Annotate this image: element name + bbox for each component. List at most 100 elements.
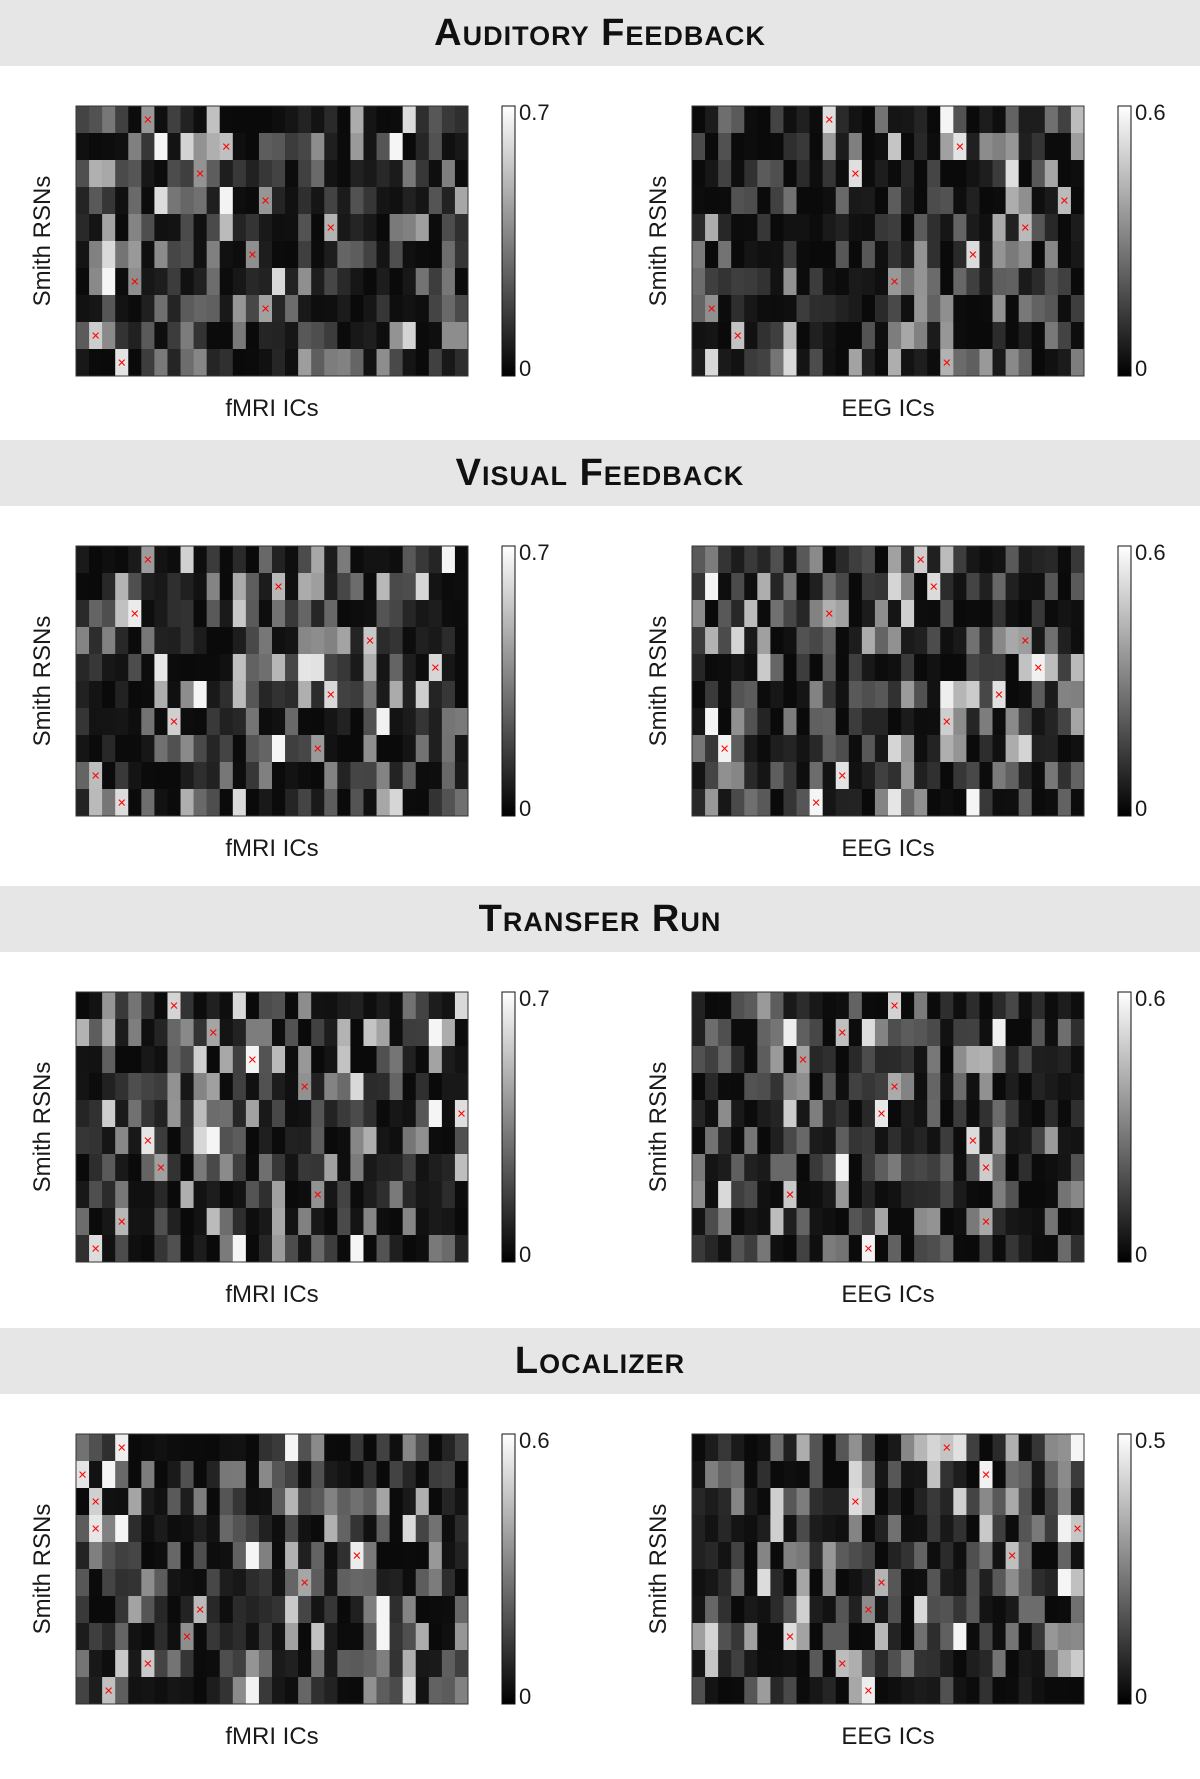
heatmap-cell <box>1070 600 1085 628</box>
heatmap-cell <box>1018 627 1033 655</box>
heatmap-cell <box>102 1100 116 1128</box>
heatmap-cell <box>966 708 980 736</box>
heatmap-cell <box>953 1515 967 1543</box>
heatmap-cell <box>822 1181 837 1209</box>
heatmap-cell <box>258 681 273 709</box>
heatmap-cell <box>102 349 116 377</box>
heatmap-cell <box>1018 735 1033 763</box>
heatmap-cell <box>245 1154 260 1182</box>
heatmap-cell <box>692 1623 706 1651</box>
heatmap-cell <box>770 573 784 601</box>
heatmap-cell <box>102 1569 116 1597</box>
heatmap-cell <box>154 187 168 215</box>
heatmap-cell <box>744 1650 758 1678</box>
heatmap-cell <box>783 295 797 323</box>
heatmap-cell <box>796 1073 810 1101</box>
heatmap-cell <box>128 1434 142 1462</box>
heatmap-cell <box>245 1235 260 1263</box>
heatmap-cell <box>428 789 443 817</box>
heatmap-cell <box>1070 762 1085 790</box>
heatmap-cell <box>324 762 338 790</box>
heatmap-cell <box>874 1650 889 1678</box>
heatmap-cell <box>141 160 155 188</box>
heatmap-cell <box>940 106 954 134</box>
colorbar-min-label: 0 <box>519 1242 531 1267</box>
heatmap-cell <box>1057 1569 1072 1597</box>
heatmap-cell <box>705 735 719 763</box>
heatmap-cell <box>822 1623 837 1651</box>
heatmap-cell <box>219 708 234 736</box>
heatmap-cell <box>718 1650 732 1678</box>
heatmap-cell <box>979 735 993 763</box>
heatmap-panel: × × × × × × × × × × 0.7 0 fMRI ICs Smith RSNs <box>20 76 560 451</box>
heatmap-cell <box>1005 106 1019 134</box>
heatmap-cell <box>901 1235 915 1263</box>
heatmap-cell <box>232 349 247 377</box>
heatmap-cell <box>1070 322 1085 350</box>
heatmap-cell <box>692 546 706 574</box>
heatmap-cell <box>298 1488 312 1516</box>
heatmap-cell <box>979 1461 993 1489</box>
heatmap-cell <box>193 1650 207 1678</box>
heatmap-cell <box>363 1208 377 1236</box>
heatmap-cell <box>298 295 312 323</box>
heatmap-cell <box>206 1100 221 1128</box>
heatmap-cell <box>206 735 221 763</box>
heatmap-cell <box>272 1154 286 1182</box>
heatmap-cell <box>89 789 103 817</box>
heatmap-cell <box>874 106 889 134</box>
heatmap-cell <box>402 600 417 628</box>
heatmap-cell <box>783 1569 797 1597</box>
heatmap-cell <box>115 1623 129 1651</box>
match-marker: × <box>799 1052 808 1069</box>
heatmap-cell <box>337 214 351 242</box>
heatmap-cell <box>324 1677 338 1705</box>
heatmap-cell <box>809 654 823 682</box>
heatmap-cell <box>272 1650 286 1678</box>
heatmap-cell <box>232 1019 247 1047</box>
heatmap-cell <box>770 654 784 682</box>
heatmap-cell <box>1057 1181 1072 1209</box>
heatmap-cell <box>389 1100 403 1128</box>
heatmap-cell <box>337 992 351 1020</box>
heatmap-cell <box>337 1650 351 1678</box>
match-marker: × <box>117 355 126 372</box>
heatmap-cell <box>154 573 168 601</box>
heatmap-cell <box>1070 1677 1085 1705</box>
heatmap-cell <box>285 992 299 1020</box>
heatmap-cell <box>901 654 915 682</box>
heatmap-cell <box>809 1569 823 1597</box>
heatmap-cell <box>796 681 810 709</box>
heatmap-cell <box>102 627 116 655</box>
x-axis-label: EEG ICs <box>841 835 934 862</box>
heatmap-cell <box>324 241 338 269</box>
heatmap-cell <box>848 1181 863 1209</box>
heatmap-cell <box>415 735 430 763</box>
heatmap-cell <box>757 349 771 377</box>
heatmap-cell <box>232 1515 247 1543</box>
heatmap-cell <box>350 1073 364 1101</box>
heatmap-cell <box>402 708 417 736</box>
heatmap-cell <box>389 106 403 134</box>
heatmap-cell <box>363 546 377 574</box>
heatmap-cell <box>128 349 142 377</box>
heatmap-cell <box>89 1569 103 1597</box>
heatmap-cell <box>874 1569 889 1597</box>
heatmap-cell <box>219 1235 234 1263</box>
heatmap-cell <box>770 1488 784 1516</box>
heatmap-cell <box>718 1127 732 1155</box>
heatmap-cell <box>1057 1073 1072 1101</box>
y-axis-label: Smith RSNs <box>29 1504 56 1635</box>
heatmap-cell <box>219 681 234 709</box>
heatmap-cell <box>376 708 390 736</box>
heatmap-cell <box>402 241 417 269</box>
heatmap-cell <box>389 1073 403 1101</box>
heatmap-cell <box>914 1181 928 1209</box>
heatmap-cell <box>428 268 443 296</box>
heatmap-cell <box>285 735 299 763</box>
heatmap-cell <box>102 1181 116 1209</box>
match-marker: × <box>143 112 152 129</box>
heatmap-cell <box>888 627 902 655</box>
heatmap-cell <box>363 708 377 736</box>
